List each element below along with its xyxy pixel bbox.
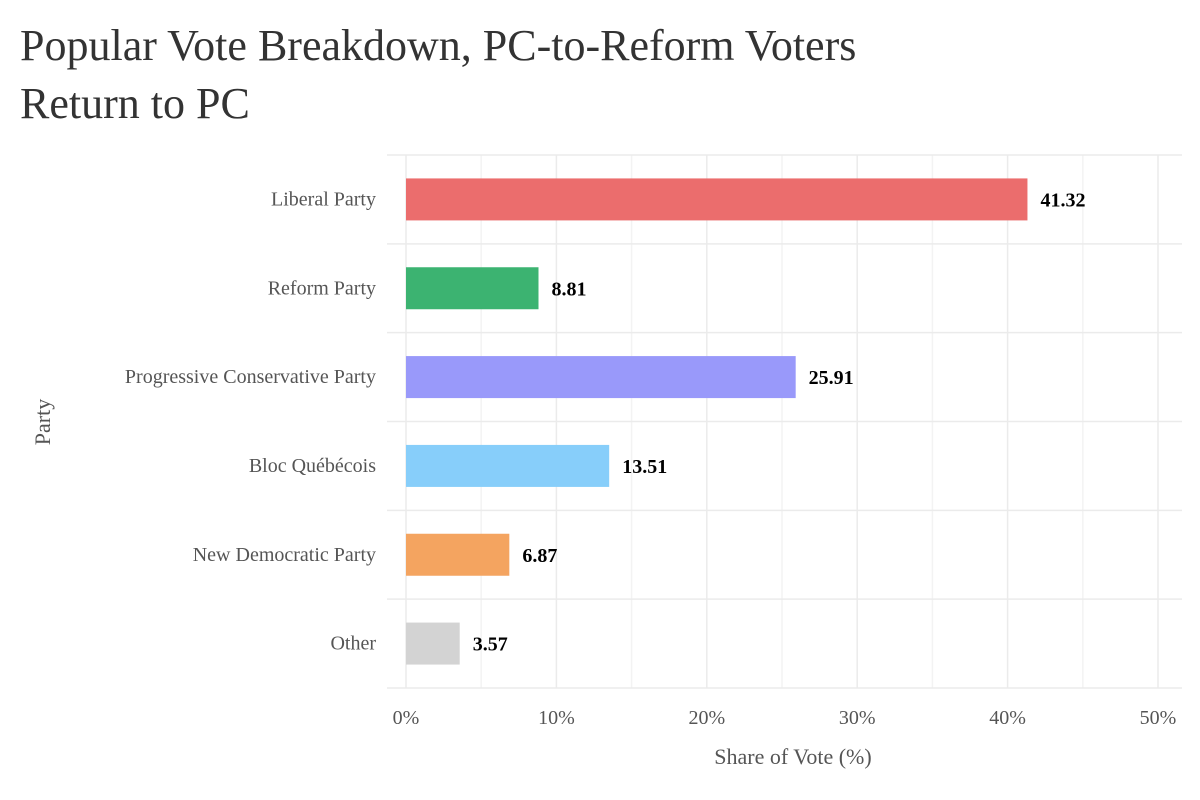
x-axis-title: Share of Vote (%)	[714, 744, 871, 769]
bar-4	[406, 533, 510, 576]
bar-5	[406, 622, 460, 665]
bar-3	[406, 444, 610, 487]
x-tick-label-5: 50%	[1140, 707, 1177, 729]
data-label-5: 3.57	[473, 634, 508, 656]
bar-0	[406, 178, 1028, 221]
category-label-1: Reform Party	[268, 277, 376, 299]
x-tick-label-0: 0%	[393, 707, 420, 729]
data-label-4: 6.87	[522, 545, 557, 567]
category-labels: Liberal Party Reform Party Progressive Con…	[125, 188, 376, 654]
category-label-3: Bloc Québécois	[249, 455, 376, 477]
data-label-1: 8.81	[552, 278, 587, 300]
y-axis-title: Party	[30, 399, 55, 445]
data-label-0: 41.32	[1040, 189, 1085, 211]
bar-2	[406, 356, 796, 399]
chart-title-line-1: Popular Vote Breakdown, PC-to-Reform Vot…	[20, 21, 857, 70]
category-label-4: New Democratic Party	[193, 544, 376, 566]
data-label-2: 25.91	[809, 367, 854, 389]
x-tick-labels: 0% 10% 20% 30% 40% 50%	[393, 707, 1177, 729]
x-tick-label-4: 40%	[989, 707, 1026, 729]
bars	[406, 178, 1028, 665]
x-tick-label-1: 10%	[538, 707, 575, 729]
x-tick-label-3: 30%	[839, 707, 876, 729]
bar-1	[406, 267, 539, 310]
category-label-5: Other	[330, 633, 376, 655]
data-labels: 41.32 8.81 25.91 13.51 6.87 3.57	[473, 189, 1086, 655]
data-label-3: 13.51	[622, 456, 667, 478]
category-label-0: Liberal Party	[271, 188, 376, 210]
category-label-2: Progressive Conservative Party	[125, 366, 376, 388]
grid	[387, 154, 1182, 689]
chart-title-line-2: Return to PC	[20, 79, 250, 128]
x-tick-label-2: 20%	[688, 707, 725, 729]
